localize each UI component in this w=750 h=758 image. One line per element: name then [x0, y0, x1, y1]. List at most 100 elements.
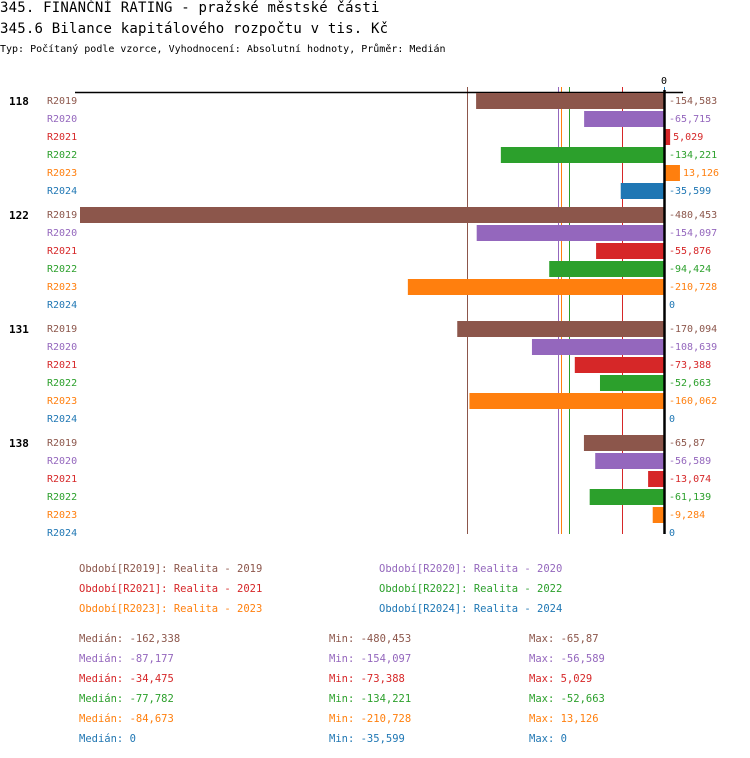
legend-item-r2023: Období[R2023]: Realita - 2023 [79, 603, 263, 615]
legend-item-r2021: Období[R2021]: Realita - 2021 [79, 583, 263, 595]
series-label: R2022 [47, 378, 77, 389]
value-label: -9,284 [669, 510, 705, 521]
bar-118-r2022 [500, 147, 664, 163]
bar-138-r2021 [648, 471, 664, 487]
value-label: -65,87 [669, 438, 705, 449]
bar-122-r2019 [80, 207, 664, 223]
value-label: -134,221 [669, 150, 717, 161]
series-label: R2020 [47, 342, 77, 353]
series-label: R2019 [47, 210, 77, 221]
value-label: -56,589 [669, 456, 711, 467]
series-label: R2021 [47, 474, 77, 485]
value-label: -170,094 [669, 324, 717, 335]
value-label: 0 [669, 414, 675, 425]
bar-131-r2019 [457, 321, 664, 337]
legend-item-r2020: Období[R2020]: Realita - 2020 [379, 563, 563, 575]
stat-max-r2023: Max: 13,126 [529, 713, 599, 725]
stat-min-r2023: Min: -210,728 [329, 713, 412, 725]
bar-118-r2024 [620, 183, 664, 199]
series-label: R2019 [47, 438, 77, 449]
value-label: -65,715 [669, 114, 711, 125]
stat-max-r2019: Max: -65,87 [529, 633, 599, 645]
stat-max-r2024: Max: 0 [529, 733, 567, 745]
value-label: -108,639 [669, 342, 717, 353]
series-label: R2023 [47, 396, 77, 407]
bar-122-r2020 [476, 225, 664, 241]
stat-min-r2022: Min: -134,221 [329, 693, 412, 705]
value-label: -52,663 [669, 378, 711, 389]
stat-max-r2022: Max: -52,663 [529, 693, 605, 705]
value-label: -94,424 [669, 264, 711, 275]
value-label: -480,453 [669, 210, 717, 221]
bar-131-r2022 [599, 375, 664, 391]
group-label: 138 [9, 437, 29, 450]
legend-item-r2024: Období[R2024]: Realita - 2024 [379, 603, 563, 615]
stat-median-r2023: Medián: -84,673 [79, 713, 174, 725]
value-label: 5,029 [673, 132, 703, 143]
bar-122-r2021 [596, 243, 664, 259]
bar-118-r2021 [664, 129, 671, 145]
series-label: R2022 [47, 264, 77, 275]
stat-median-r2022: Medián: -77,782 [79, 693, 174, 705]
stat-min-r2019: Min: -480,453 [329, 633, 412, 645]
chart-main-title: 345. FINANČNÍ RATING - pražské městské č… [0, 0, 380, 16]
series-label: R2019 [47, 324, 77, 335]
series-label: R2021 [47, 132, 77, 143]
bar-118-r2023 [664, 165, 680, 181]
series-label: R2020 [47, 228, 77, 239]
legend-item-r2019: Období[R2019]: Realita - 2019 [79, 563, 263, 575]
stat-max-r2020: Max: -56,589 [529, 653, 605, 665]
bar-131-r2020 [531, 339, 664, 355]
value-label: 0 [669, 300, 675, 311]
value-label: -35,599 [669, 186, 711, 197]
series-label: R2019 [47, 96, 77, 107]
stat-min-r2024: Min: -35,599 [329, 733, 405, 745]
group-label: 122 [9, 209, 29, 222]
bar-122-r2023 [407, 279, 664, 295]
series-label: R2024 [47, 528, 77, 539]
bar-122-r2022 [549, 261, 664, 277]
stat-min-r2020: Min: -154,097 [329, 653, 412, 665]
bar-118-r2020 [584, 111, 664, 127]
zero-tick-label: 0 [661, 76, 667, 87]
series-label: R2020 [47, 456, 77, 467]
chart-title: 345.6 Bilance kapitálového rozpočtu v ti… [0, 21, 389, 37]
series-label: R2023 [47, 510, 77, 521]
bar-118-r2019 [476, 93, 664, 109]
series-label: R2024 [47, 300, 77, 311]
series-label: R2022 [47, 150, 77, 161]
stat-min-r2021: Min: -73,388 [329, 673, 405, 685]
series-label: R2023 [47, 282, 77, 293]
series-label: R2021 [47, 360, 77, 371]
value-label: -154,583 [669, 96, 717, 107]
series-label: R2024 [47, 414, 77, 425]
value-label: -55,876 [669, 246, 711, 257]
value-label: -73,388 [669, 360, 711, 371]
value-label: -13,074 [669, 474, 711, 485]
legend-item-r2022: Období[R2022]: Realita - 2022 [379, 583, 563, 595]
bar-138-r2023 [652, 507, 664, 523]
stat-max-r2021: Max: 5,029 [529, 673, 593, 685]
bar-138-r2022 [589, 489, 664, 505]
value-label: 0 [669, 528, 675, 539]
bar-131-r2023 [469, 393, 664, 409]
bar-138-r2020 [595, 453, 664, 469]
stat-median-r2019: Medián: -162,338 [79, 633, 181, 645]
bar-138-r2019 [583, 435, 664, 451]
value-label: -61,139 [669, 492, 711, 503]
value-label: -154,097 [669, 228, 717, 239]
value-label: -210,728 [669, 282, 717, 293]
series-label: R2024 [47, 186, 77, 197]
series-label: R2021 [47, 246, 77, 257]
series-label: R2022 [47, 492, 77, 503]
stat-median-r2021: Medián: -34,475 [79, 673, 174, 685]
value-label: 13,126 [683, 168, 719, 179]
value-label: -160,062 [669, 396, 717, 407]
bar-131-r2021 [574, 357, 664, 373]
series-label: R2023 [47, 168, 77, 179]
stat-median-r2024: Medián: 0 [79, 733, 136, 745]
series-label: R2020 [47, 114, 77, 125]
group-label: 131 [9, 323, 29, 336]
group-label: 118 [9, 95, 29, 108]
